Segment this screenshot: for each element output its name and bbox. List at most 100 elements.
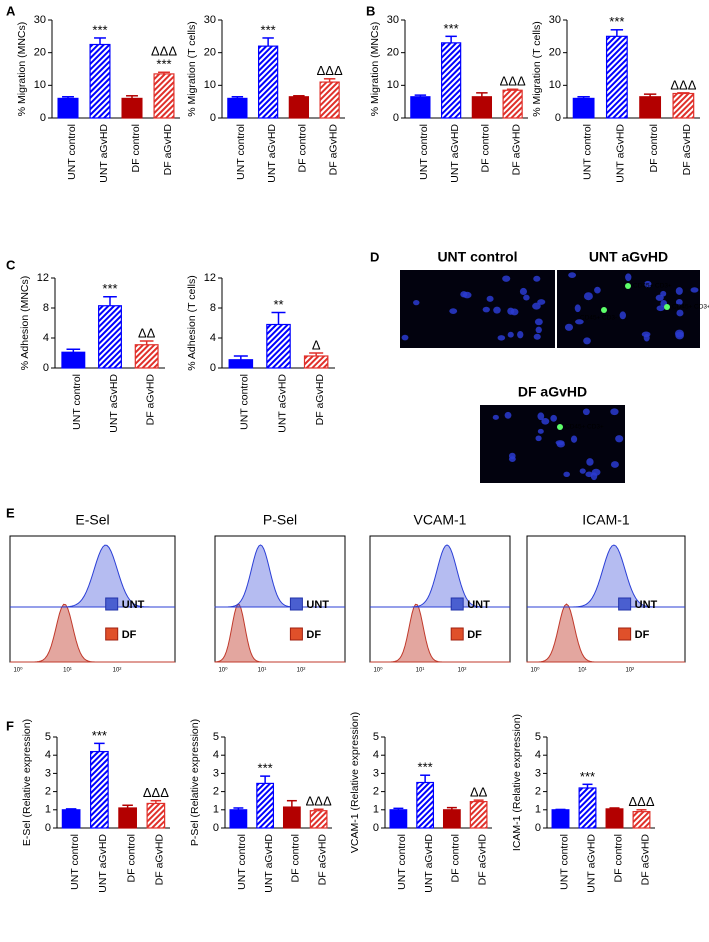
bar xyxy=(303,355,329,369)
x-tick-label: DF aGvHD xyxy=(476,834,488,886)
y-tick-label: 5 xyxy=(373,731,379,743)
nucleus xyxy=(641,331,651,338)
y-tick-label: 0 xyxy=(213,822,219,834)
nucleus xyxy=(510,308,519,316)
marker-label: CD3+ xyxy=(655,283,672,290)
significance-label: *** xyxy=(156,57,171,72)
significance-label: *** xyxy=(444,21,459,36)
bar xyxy=(153,73,175,119)
nucleus xyxy=(413,300,420,306)
y-tick-label: 3 xyxy=(373,767,379,779)
bar xyxy=(502,89,523,119)
legend-swatch xyxy=(450,597,464,611)
y-tick-label: 8 xyxy=(210,302,216,314)
y-tick-label: 10 xyxy=(387,79,399,91)
y-tick-label: 12 xyxy=(37,272,49,284)
y-tick-label: 30 xyxy=(549,14,561,26)
significance-label: ΔΔΔ xyxy=(317,63,343,78)
bar xyxy=(61,351,86,369)
y-axis-label: P-Sel (Relative expression) xyxy=(189,719,201,846)
legend-label: DF xyxy=(467,629,482,641)
significance-label: ΔΔΔ xyxy=(143,785,169,800)
y-tick-label: 0 xyxy=(40,112,46,124)
bar xyxy=(309,810,328,829)
y-tick-label: 30 xyxy=(204,14,216,26)
histogram-title: E-Sel xyxy=(75,512,109,528)
bar xyxy=(266,323,291,369)
x-tick-label: 10⁰ xyxy=(13,667,23,674)
y-axis-label: ICAM-1 (Relative expression) xyxy=(511,714,523,851)
x-tick-label: UNT control xyxy=(558,834,570,890)
x-tick-label: DF control xyxy=(130,124,142,172)
y-axis-label: E-Sel (Relative expression) xyxy=(21,719,33,846)
nucleus xyxy=(519,287,527,296)
nucleus xyxy=(482,306,490,313)
nucleus xyxy=(537,428,544,434)
significance-label: *** xyxy=(92,22,107,37)
y-tick-label: 1 xyxy=(45,804,51,816)
nucleus xyxy=(570,435,578,443)
significance-label: *** xyxy=(580,769,595,784)
nucleus xyxy=(537,412,545,421)
nucleus xyxy=(619,311,627,320)
bar xyxy=(121,97,143,119)
legend-swatch xyxy=(450,627,464,641)
y-tick-label: 8 xyxy=(43,302,49,314)
x-tick-label: UNT control xyxy=(236,834,248,890)
x-tick-label: UNT control xyxy=(396,834,408,890)
bar xyxy=(319,81,340,119)
nucleus xyxy=(655,294,664,301)
image-title: UNT aGvHD xyxy=(589,249,668,265)
x-tick-label: 10² xyxy=(113,668,122,674)
bar xyxy=(416,781,435,829)
x-tick-label: UNT aGvHD xyxy=(97,834,109,893)
x-tick-label: DF control xyxy=(612,834,624,882)
significance-label: ΔΔΔ xyxy=(151,44,177,59)
nucleus xyxy=(582,408,590,416)
nucleus xyxy=(517,330,524,339)
x-tick-label: UNT aGvHD xyxy=(423,834,435,893)
bar xyxy=(98,305,122,369)
nucleus xyxy=(449,308,458,315)
nucleus xyxy=(675,298,683,306)
nucleus xyxy=(583,337,591,345)
x-tick-label: DF aGvHD xyxy=(639,834,651,886)
y-tick-label: 1 xyxy=(373,804,379,816)
nucleus xyxy=(541,418,550,425)
legend-label: DF xyxy=(122,629,137,641)
nucleus xyxy=(644,280,652,288)
x-tick-label: DF control xyxy=(297,124,309,172)
histogram xyxy=(526,603,685,663)
stained-cell xyxy=(664,304,670,310)
significance-label: ** xyxy=(273,297,283,312)
x-tick-label: DF aGvHD xyxy=(327,124,339,176)
significance-label: ΔΔΔ xyxy=(306,794,332,809)
histogram xyxy=(214,603,345,663)
x-tick-label: UNT control xyxy=(66,124,78,180)
significance-label: *** xyxy=(258,761,273,776)
nucleus xyxy=(533,333,541,340)
bar xyxy=(605,808,624,829)
nucleus xyxy=(401,334,409,341)
bar xyxy=(118,807,137,829)
nucleus xyxy=(615,435,624,443)
bar xyxy=(578,787,597,829)
nucleus xyxy=(568,272,577,278)
nucleus xyxy=(502,275,511,282)
nucleus xyxy=(486,295,494,302)
y-tick-label: 3 xyxy=(213,767,219,779)
y-tick-label: 4 xyxy=(45,749,51,761)
bar xyxy=(257,45,279,119)
y-axis-label: % Adhesion (MNCs) xyxy=(19,276,31,371)
x-tick-label: DF aGvHD xyxy=(314,374,326,426)
nucleus xyxy=(532,302,541,310)
histogram-frame xyxy=(526,535,686,663)
x-tick-label: 10⁰ xyxy=(218,667,228,674)
y-tick-label: 1 xyxy=(213,804,219,816)
y-axis-label: % Migration (T cells) xyxy=(531,21,543,117)
image-title: UNT control xyxy=(437,249,517,265)
y-tick-label: 3 xyxy=(535,767,541,779)
nucleus xyxy=(594,286,601,294)
x-tick-label: 10¹ xyxy=(578,668,587,674)
